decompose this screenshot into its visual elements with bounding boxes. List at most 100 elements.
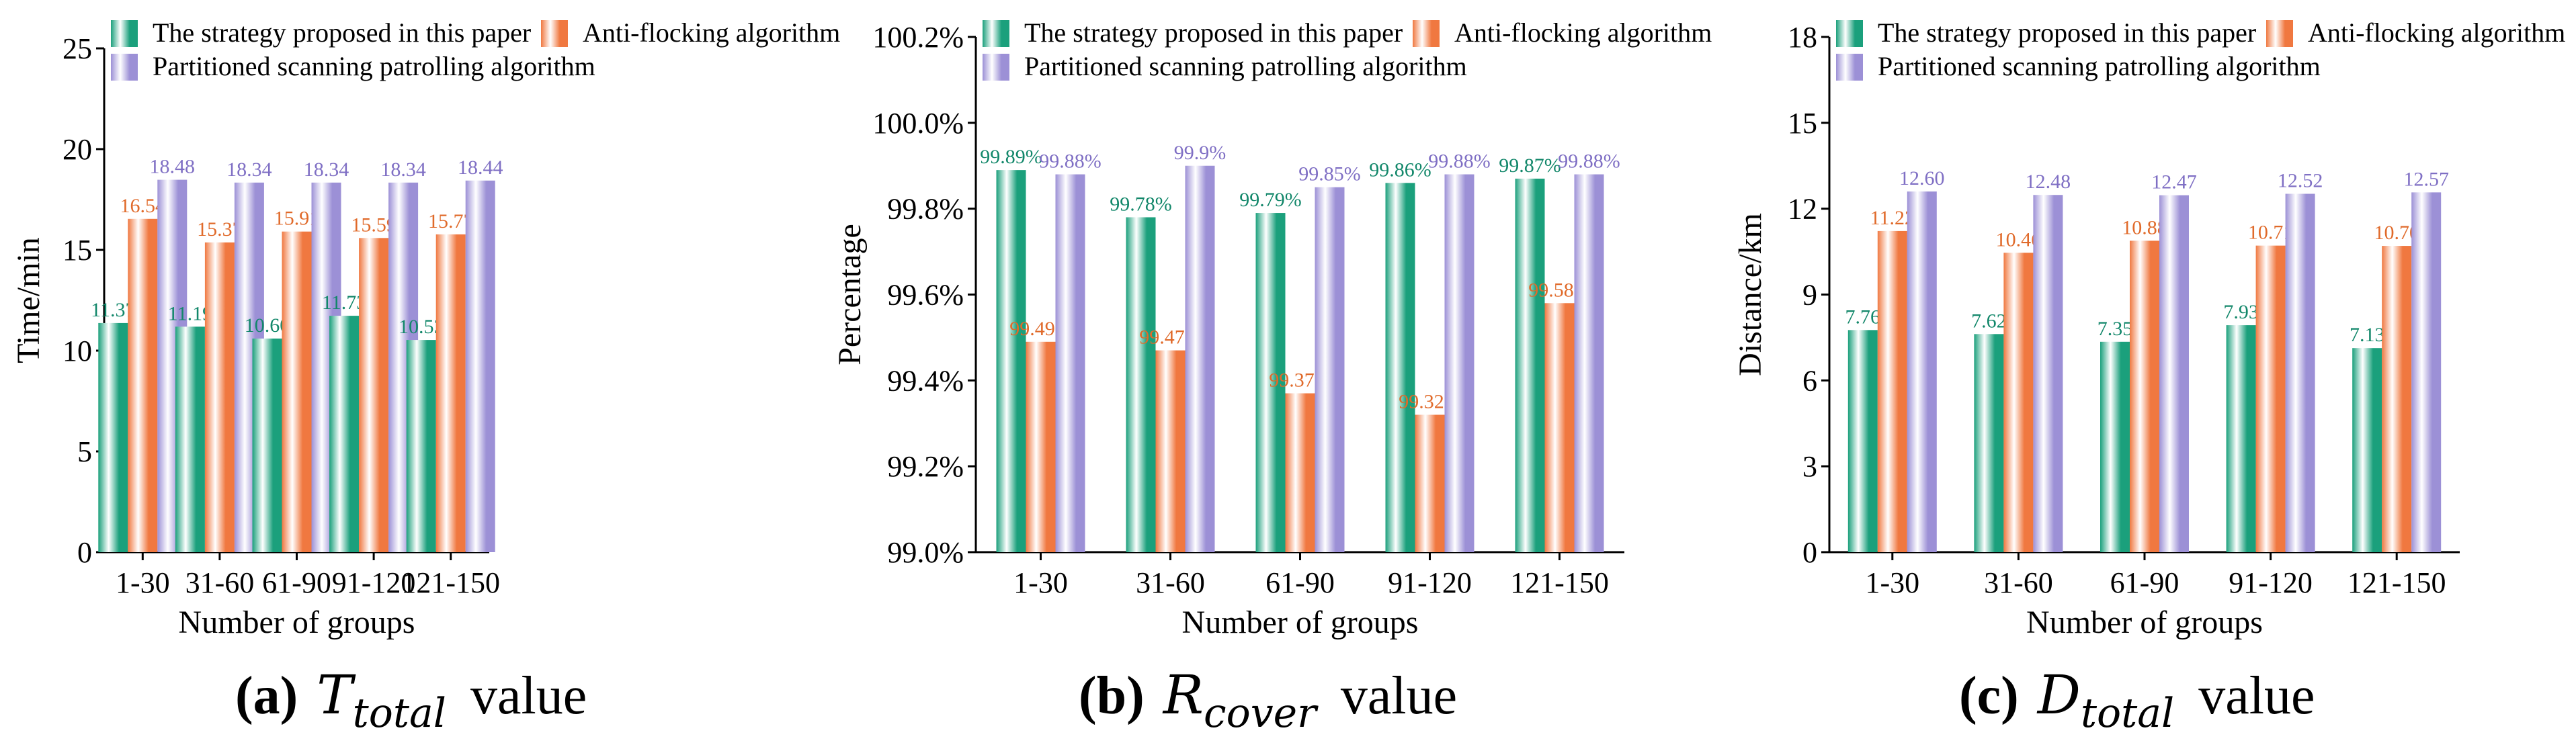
data-label: 12.52	[2278, 170, 2323, 192]
bar	[2003, 253, 2034, 552]
bar	[1444, 174, 1474, 552]
bar	[2100, 341, 2130, 552]
bar	[282, 231, 312, 552]
bar	[1974, 334, 2004, 552]
bar	[1026, 341, 1056, 552]
bar	[329, 316, 360, 552]
y-tick-label: 20	[63, 133, 92, 166]
legend-label-proposed: The strategy proposed in this paper	[1878, 17, 2256, 48]
x-tick-label: 31-60	[1136, 566, 1205, 599]
y-tick-label: 18	[1788, 21, 1817, 54]
bar	[2382, 246, 2412, 552]
data-label: 12.57	[2403, 168, 2449, 190]
data-label: 7.76	[1845, 306, 1881, 328]
bar	[1515, 178, 1545, 552]
bar	[1126, 217, 1156, 552]
data-label: 7.35	[2097, 318, 2133, 340]
x-tick-label: 91-120	[332, 566, 416, 599]
caption-subscript: cover	[1204, 690, 1319, 737]
legend-label-anti-flocking: Anti-flocking algorithm	[583, 17, 840, 48]
caption-symbol: D	[2036, 664, 2081, 726]
y-tick-label: 99.6%	[887, 279, 964, 312]
x-axis-title: Number of groups	[1182, 605, 1419, 640]
x-tick-label: 1-30	[1013, 566, 1068, 599]
caption-letter: (c)	[1959, 666, 2019, 725]
bar	[2159, 195, 2189, 553]
x-tick-label: 1-30	[1865, 566, 1919, 599]
data-label: 18.44	[458, 157, 503, 179]
legend: The strategy proposed in this paper Anti-…	[1836, 17, 2565, 81]
bar	[2226, 325, 2256, 552]
bar	[1285, 393, 1315, 552]
bar	[1415, 414, 1445, 552]
y-tick-label: 12	[1788, 193, 1817, 226]
legend-swatch-anti-flocking	[2266, 20, 2293, 47]
bar	[1155, 350, 1186, 552]
data-label: 18.48	[150, 156, 196, 178]
y-tick-label: 99.4%	[887, 364, 964, 397]
legend-label-proposed: The strategy proposed in this paper	[1024, 17, 1403, 48]
y-tick-label: 3	[1802, 450, 1817, 483]
legend-swatch-partitioned	[1836, 54, 1863, 81]
bar	[1877, 230, 1907, 552]
y-tick-label: 6	[1802, 364, 1817, 397]
y-tick-label: 99.8%	[887, 193, 964, 226]
legend-swatch-anti-flocking	[1413, 20, 1440, 47]
x-tick-label: 61-90	[1265, 566, 1335, 599]
bar	[204, 242, 235, 552]
data-label: 18.34	[226, 159, 272, 181]
y-tick-label: 100.2%	[872, 21, 964, 54]
legend-swatch-partitioned	[111, 54, 138, 81]
data-label: 99.87%	[1499, 154, 1561, 177]
bar	[2411, 192, 2442, 553]
y-tick-label: 25	[63, 32, 92, 65]
bar	[128, 218, 158, 552]
x-tick-label: 91-120	[2229, 566, 2313, 599]
caption-symbol: T	[317, 664, 356, 726]
caption-suffix: value	[470, 666, 587, 725]
y-tick-label: 0	[77, 536, 92, 569]
data-label: 7.62	[1971, 310, 2007, 332]
data-label: 99.85%	[1298, 163, 1361, 185]
legend-swatch-partitioned	[983, 54, 1009, 81]
bar	[2255, 245, 2286, 552]
data-label: 99.88%	[1039, 150, 1102, 173]
data-label: 7.93	[2223, 301, 2259, 323]
panel-c-distance: 03691215181-307.7611.2212.6031-607.6210.…	[1733, 17, 2565, 737]
x-axis-title: Number of groups	[2026, 605, 2263, 640]
panel-b-coverage: 99.0% 99.2% 99.4% 99.6% 99.8% 100.0% 100.2% 1-3…	[832, 17, 1712, 737]
bar	[252, 339, 282, 552]
x-tick-label: 91-120	[1388, 566, 1472, 599]
y-tick-label: 100.0%	[872, 107, 964, 140]
data-label: 99.78%	[1110, 193, 1172, 215]
legend-label-anti-flocking: Anti-flocking algorithm	[2308, 17, 2565, 48]
panel-caption: (b) Rcover value	[1079, 664, 1457, 737]
bar	[406, 340, 436, 552]
legend: The strategy proposed in this paper Anti-…	[983, 17, 1712, 81]
bar	[1574, 174, 1604, 552]
y-axis-title: Percentage	[832, 224, 868, 365]
data-label: 18.34	[380, 159, 426, 181]
y-tick-label: 5	[77, 435, 92, 468]
caption-letter: (b)	[1079, 666, 1145, 725]
bar	[98, 322, 128, 552]
x-tick-label: 31-60	[185, 566, 255, 599]
y-tick-label: 0	[1802, 536, 1817, 569]
y-axis-title: Time/min	[11, 237, 46, 363]
data-label: 99.86%	[1369, 159, 1431, 181]
caption-suffix: value	[2198, 666, 2315, 725]
legend-swatch-anti-flocking	[541, 20, 568, 47]
caption-subscript: total	[2081, 690, 2174, 737]
data-label: 99.88%	[1428, 150, 1491, 173]
data-label: 18.34	[304, 159, 349, 181]
data-label: 12.47	[2151, 171, 2197, 193]
legend-swatch-proposed	[983, 20, 1009, 47]
y-tick-label: 99.2%	[887, 450, 964, 483]
legend-label-partitioned: Partitioned scanning patrolling algorith…	[1024, 51, 1467, 81]
x-axis-title: Number of groups	[179, 605, 415, 640]
x-tick-label: 121-150	[401, 566, 500, 599]
bar	[1185, 165, 1215, 552]
data-label: 99.89%	[980, 146, 1042, 168]
